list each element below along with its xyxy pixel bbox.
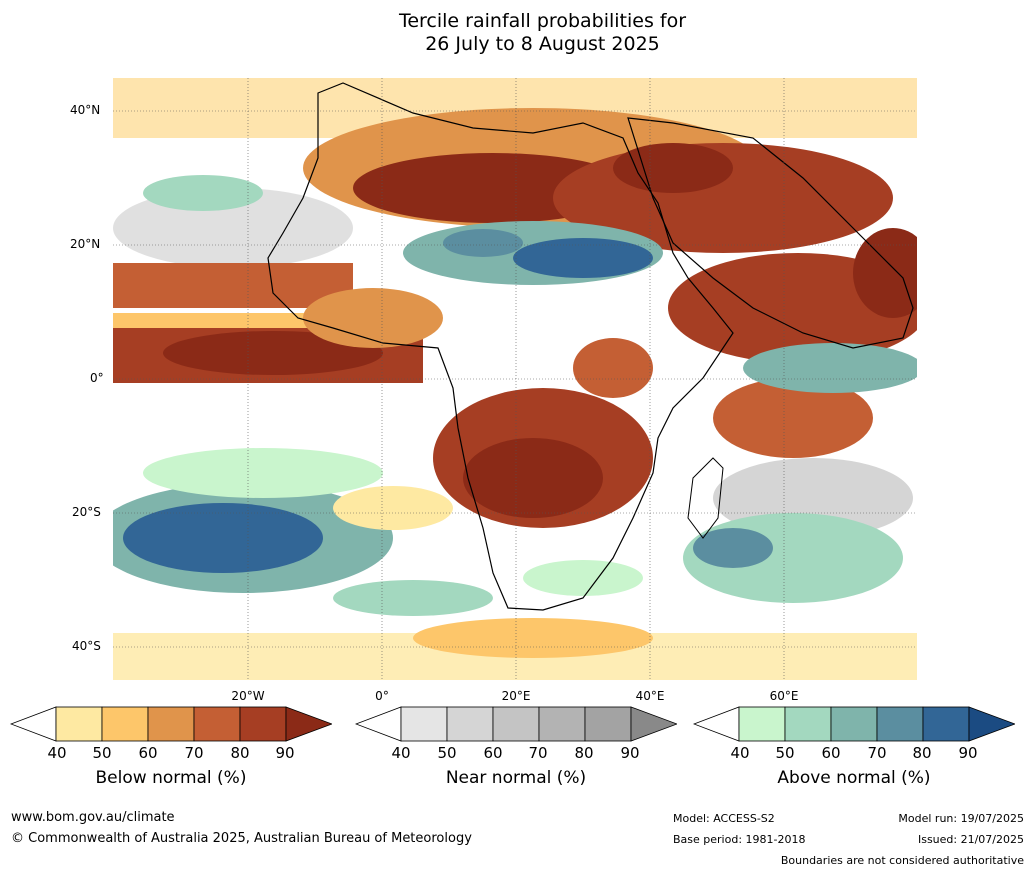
lat-label-20s: 20°S: [72, 505, 101, 519]
below-swatch: [147, 706, 195, 742]
below-tick-50: 50: [92, 744, 112, 762]
near-tick-70: 70: [528, 744, 548, 762]
above-tick-90: 90: [958, 744, 978, 762]
title-line-1: Tercile rainfall probabilities for: [398, 10, 687, 32]
colorbar-above: [693, 706, 1015, 742]
above-lower-extend: [693, 706, 740, 742]
near-upper-extend: [630, 706, 677, 742]
below-tick-90: 90: [275, 744, 295, 762]
near-tick-80: 80: [574, 744, 594, 762]
lat-label-20n: 20°N: [70, 237, 101, 251]
footer-copyright: © Commonwealth of Australia 2025, Austra…: [11, 831, 472, 846]
near-tick-60: 60: [483, 744, 503, 762]
colorbar-below: [10, 706, 332, 742]
below-tick-70: 70: [184, 744, 204, 762]
near-swatch: [400, 706, 448, 742]
above-tick-40: 40: [730, 744, 750, 762]
arabia-coastline: [627, 117, 914, 349]
lat-label-0: 0°: [90, 371, 104, 385]
footer-base-period: Base period: 1981-2018: [673, 833, 806, 846]
above-tick-80: 80: [912, 744, 932, 762]
near-swatch: [446, 706, 494, 742]
near-tick-90: 90: [620, 744, 640, 762]
lon-label-20w: 20°W: [231, 689, 265, 703]
below-normal-label: Below normal (%): [95, 768, 247, 788]
above-upper-extend: [968, 706, 1015, 742]
above-swatch: [830, 706, 878, 742]
lon-label-60e: 60°E: [769, 689, 799, 703]
lon-label-20e: 20°E: [501, 689, 531, 703]
below-lower-extend: [10, 706, 57, 742]
above-swatch: [876, 706, 924, 742]
graticule: [113, 78, 917, 680]
footer-model: Model: ACCESS-S2: [673, 812, 775, 825]
lat-label-40n: 40°N: [70, 103, 101, 117]
map-title: Tercile rainfall probabilities for 26 Ju…: [0, 10, 1035, 56]
near-tick-50: 50: [437, 744, 457, 762]
below-tick-40: 40: [47, 744, 67, 762]
above-swatch: [922, 706, 970, 742]
madagascar-coastline: [687, 457, 724, 539]
near-swatch: [492, 706, 540, 742]
below-swatch: [239, 706, 287, 742]
above-tick-70: 70: [867, 744, 887, 762]
below-swatch: [101, 706, 149, 742]
footer-model-run: Model run: 19/07/2025: [898, 812, 1024, 825]
near-swatch: [538, 706, 586, 742]
footer-boundaries: Boundaries are not considered authoritat…: [780, 854, 1024, 867]
lon-label-0: 0°: [375, 689, 389, 703]
colorbar-near: [355, 706, 677, 742]
below-swatch: [55, 706, 103, 742]
footer-issued: Issued: 21/07/2025: [917, 833, 1024, 846]
below-swatch: [193, 706, 241, 742]
below-tick-60: 60: [138, 744, 158, 762]
near-tick-40: 40: [391, 744, 411, 762]
lon-label-40e: 40°E: [635, 689, 665, 703]
near-normal-label: Near normal (%): [445, 768, 587, 788]
above-swatch: [738, 706, 786, 742]
above-tick-50: 50: [775, 744, 795, 762]
above-normal-label: Above normal (%): [777, 768, 931, 788]
near-lower-extend: [355, 706, 402, 742]
map-canvas: [113, 78, 917, 680]
title-line-2: 26 July to 8 August 2025: [425, 33, 660, 55]
above-swatch: [784, 706, 832, 742]
africa-coastline: [267, 82, 734, 611]
lat-label-40s: 40°S: [72, 639, 101, 653]
probability-map: [113, 78, 917, 680]
near-swatch: [584, 706, 632, 742]
below-upper-extend: [285, 706, 332, 742]
below-tick-80: 80: [230, 744, 250, 762]
above-tick-60: 60: [821, 744, 841, 762]
footer-url: www.bom.gov.au/climate: [11, 810, 175, 825]
